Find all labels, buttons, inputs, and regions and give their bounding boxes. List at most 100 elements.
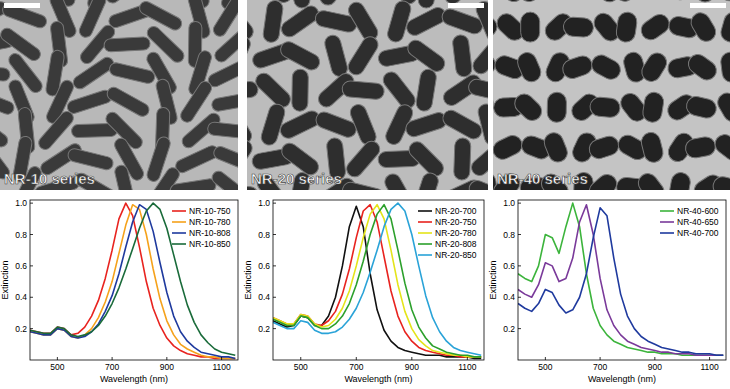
- x-axis-title: Wavelength (nm): [344, 374, 412, 384]
- nanorod: [637, 11, 672, 44]
- legend-label: NR-20-700: [435, 206, 477, 216]
- legend-label: NR-40-650: [677, 217, 719, 227]
- series-line: [518, 203, 723, 355]
- series-line: [273, 203, 481, 355]
- nanorod: [406, 138, 447, 179]
- nanorod: [247, 0, 256, 43]
- y-tick: [518, 203, 521, 204]
- nanorod: [342, 80, 385, 100]
- panel-label: NR-40 series: [497, 170, 588, 187]
- figure: NR-10 seriesNR-20 seriesNR-40 series5007…: [0, 0, 730, 389]
- series-line: [273, 205, 481, 357]
- panel-label: NR-20 series: [251, 170, 342, 187]
- series-line: [273, 205, 481, 357]
- nanorod: [658, 0, 693, 3]
- nanorod: [174, 144, 221, 175]
- nanorod: [635, 170, 668, 190]
- legend-label: NR-20-750: [435, 217, 477, 227]
- x-tick: [300, 357, 301, 360]
- nanorod: [476, 102, 488, 147]
- x-tick-label: 500: [294, 362, 308, 372]
- x-tick-label: 500: [50, 362, 64, 372]
- nanorod: [588, 52, 623, 83]
- legend-swatch: [172, 243, 186, 245]
- legend: NR-20-700NR-20-750NR-20-780NR-20-808NR-2…: [418, 206, 477, 260]
- series-line: [518, 208, 723, 355]
- micrograph: [247, 0, 488, 190]
- nanorod: [638, 49, 670, 85]
- x-tick: [600, 357, 601, 360]
- legend-label: NR-10-750: [189, 206, 231, 216]
- legend-swatch: [660, 221, 674, 223]
- y-axis-title: Extinction: [488, 260, 498, 299]
- legend-label: NR-20-780: [435, 228, 477, 238]
- nanorod: [212, 24, 238, 64]
- chart: 50070090011000.20.40.60.81.0Wavelength (…: [243, 198, 484, 384]
- series-group: [30, 203, 235, 358]
- chart: 50070090011000.20.40.60.81.0Wavelength (…: [0, 198, 238, 384]
- plot-background: [30, 200, 238, 360]
- plot-frame: [30, 200, 238, 360]
- x-tick: [467, 357, 468, 360]
- x-axis-title: Wavelength (nm): [588, 374, 656, 384]
- y-tick-label: 0.4: [503, 292, 515, 302]
- nanorod: [345, 34, 381, 78]
- y-axis-title: Extinction: [243, 260, 253, 299]
- nanorod: [560, 53, 595, 81]
- nanorod: [0, 164, 3, 190]
- scale-bar: [4, 3, 40, 8]
- legend: NR-10-750NR-10-780NR-10-808NR-10-850: [172, 206, 231, 249]
- legend-label: NR-20-808: [435, 239, 477, 249]
- nanorod: [521, 12, 540, 42]
- legend-swatch: [418, 221, 432, 223]
- micrograph-background: [0, 0, 238, 190]
- y-tick-label: 0.8: [258, 230, 270, 240]
- nanorod: [247, 33, 253, 78]
- nanorod: [211, 0, 238, 39]
- nanorod: [212, 145, 238, 174]
- nanorod: [137, 0, 184, 32]
- nanorod: [292, 69, 309, 111]
- nanorod: [711, 131, 730, 164]
- plot-frame: [273, 200, 484, 360]
- chart: 50070090011000.20.40.60.81.0Wavelength (…: [488, 198, 726, 384]
- y-tick-label: 0.6: [503, 261, 515, 271]
- nanorod: [441, 0, 483, 7]
- series-line: [30, 205, 235, 359]
- x-tick: [166, 357, 167, 360]
- x-tick-label: 900: [648, 362, 662, 372]
- nanorod: [639, 131, 665, 165]
- y-tick-label: 0.6: [15, 261, 27, 271]
- y-tick-label: 0.2: [15, 324, 27, 334]
- nanorod: [348, 102, 379, 147]
- series-group: [518, 203, 723, 355]
- legend-label: NR-10-780: [189, 217, 231, 227]
- nanorod: [71, 55, 116, 92]
- nanorod: [585, 170, 620, 190]
- legend-swatch: [418, 210, 432, 212]
- x-tick: [709, 357, 710, 360]
- nanorod: [547, 92, 567, 122]
- nanorod: [104, 37, 151, 52]
- nanorod: [684, 135, 717, 159]
- legend-swatch: [172, 232, 186, 234]
- x-tick-label: 700: [593, 362, 607, 372]
- nanorod: [404, 111, 449, 139]
- y-tick-label: 0.2: [503, 324, 515, 334]
- nanorod: [493, 0, 500, 1]
- micrograph: [0, 0, 238, 190]
- y-tick: [273, 234, 276, 235]
- series-line: [273, 205, 481, 357]
- x-tick: [57, 357, 58, 360]
- nanorod: [562, 0, 597, 2]
- x-tick: [356, 357, 357, 360]
- nanorod: [711, 175, 730, 190]
- nanorod: [380, 69, 418, 112]
- x-tick: [112, 357, 113, 360]
- nanorod: [467, 178, 488, 190]
- x-tick-label: 900: [405, 362, 419, 372]
- legend-swatch: [660, 232, 674, 234]
- nanorod: [587, 134, 621, 161]
- x-tick-label: 1100: [212, 362, 231, 372]
- x-tick: [545, 357, 546, 360]
